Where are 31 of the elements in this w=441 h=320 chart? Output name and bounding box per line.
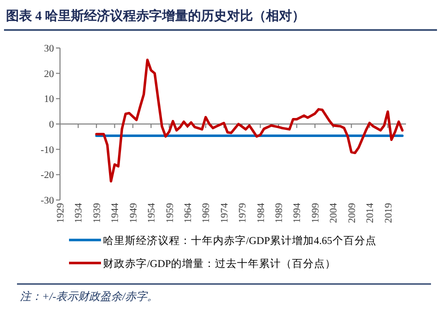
- x-tick-label: 2009: [346, 203, 358, 223]
- y-tick-label: 0: [49, 120, 54, 130]
- x-tick-label: 1939: [92, 203, 103, 223]
- x-tick-label: 1959: [164, 203, 176, 223]
- x-tick-label: 2014: [365, 203, 376, 223]
- y-tick-label: 20: [44, 68, 54, 80]
- x-tick-label: 1964: [182, 203, 194, 223]
- y-tick-label: 30: [44, 44, 54, 54]
- x-tick-label: 1969: [201, 203, 212, 223]
- x-tick-label: 1974: [219, 203, 230, 223]
- y-tick-label: 10: [44, 94, 54, 106]
- y-tick-label: -30: [40, 196, 54, 206]
- text: 注：+/-表示财政盈余/赤字。: [20, 290, 158, 303]
- x-tick-label: 1994: [292, 203, 304, 223]
- legend-label: 哈里斯经济议程：十年内赤字/GDP累计增加4.65个百分点: [103, 234, 376, 247]
- x-tick-label: 1929: [56, 203, 66, 223]
- legend-label: 财政赤字/GDP的增量：过去十年累计（百分点）: [103, 257, 336, 270]
- x-tick-label: 1954: [146, 203, 158, 223]
- x-tick-label: 1989: [274, 203, 286, 223]
- y-tick-label: -20: [40, 170, 54, 182]
- x-tick-label: 1979: [238, 203, 249, 223]
- x-tick-label: 2004: [328, 203, 340, 223]
- x-tick-label: 1949: [128, 203, 140, 223]
- x-tick-label: 1999: [310, 203, 322, 223]
- line-series: [95, 58, 404, 182]
- x-tick-label: 1934: [74, 203, 85, 223]
- y-tick-label: -10: [40, 144, 54, 156]
- chart-title: 图表 4 哈里斯经济议程赤字增量的历史对比（相对）: [6, 8, 305, 23]
- x-tick-label: 2019: [383, 203, 394, 223]
- x-tick-label: 1984: [256, 203, 267, 223]
- x-tick-label: 1944: [110, 203, 122, 223]
